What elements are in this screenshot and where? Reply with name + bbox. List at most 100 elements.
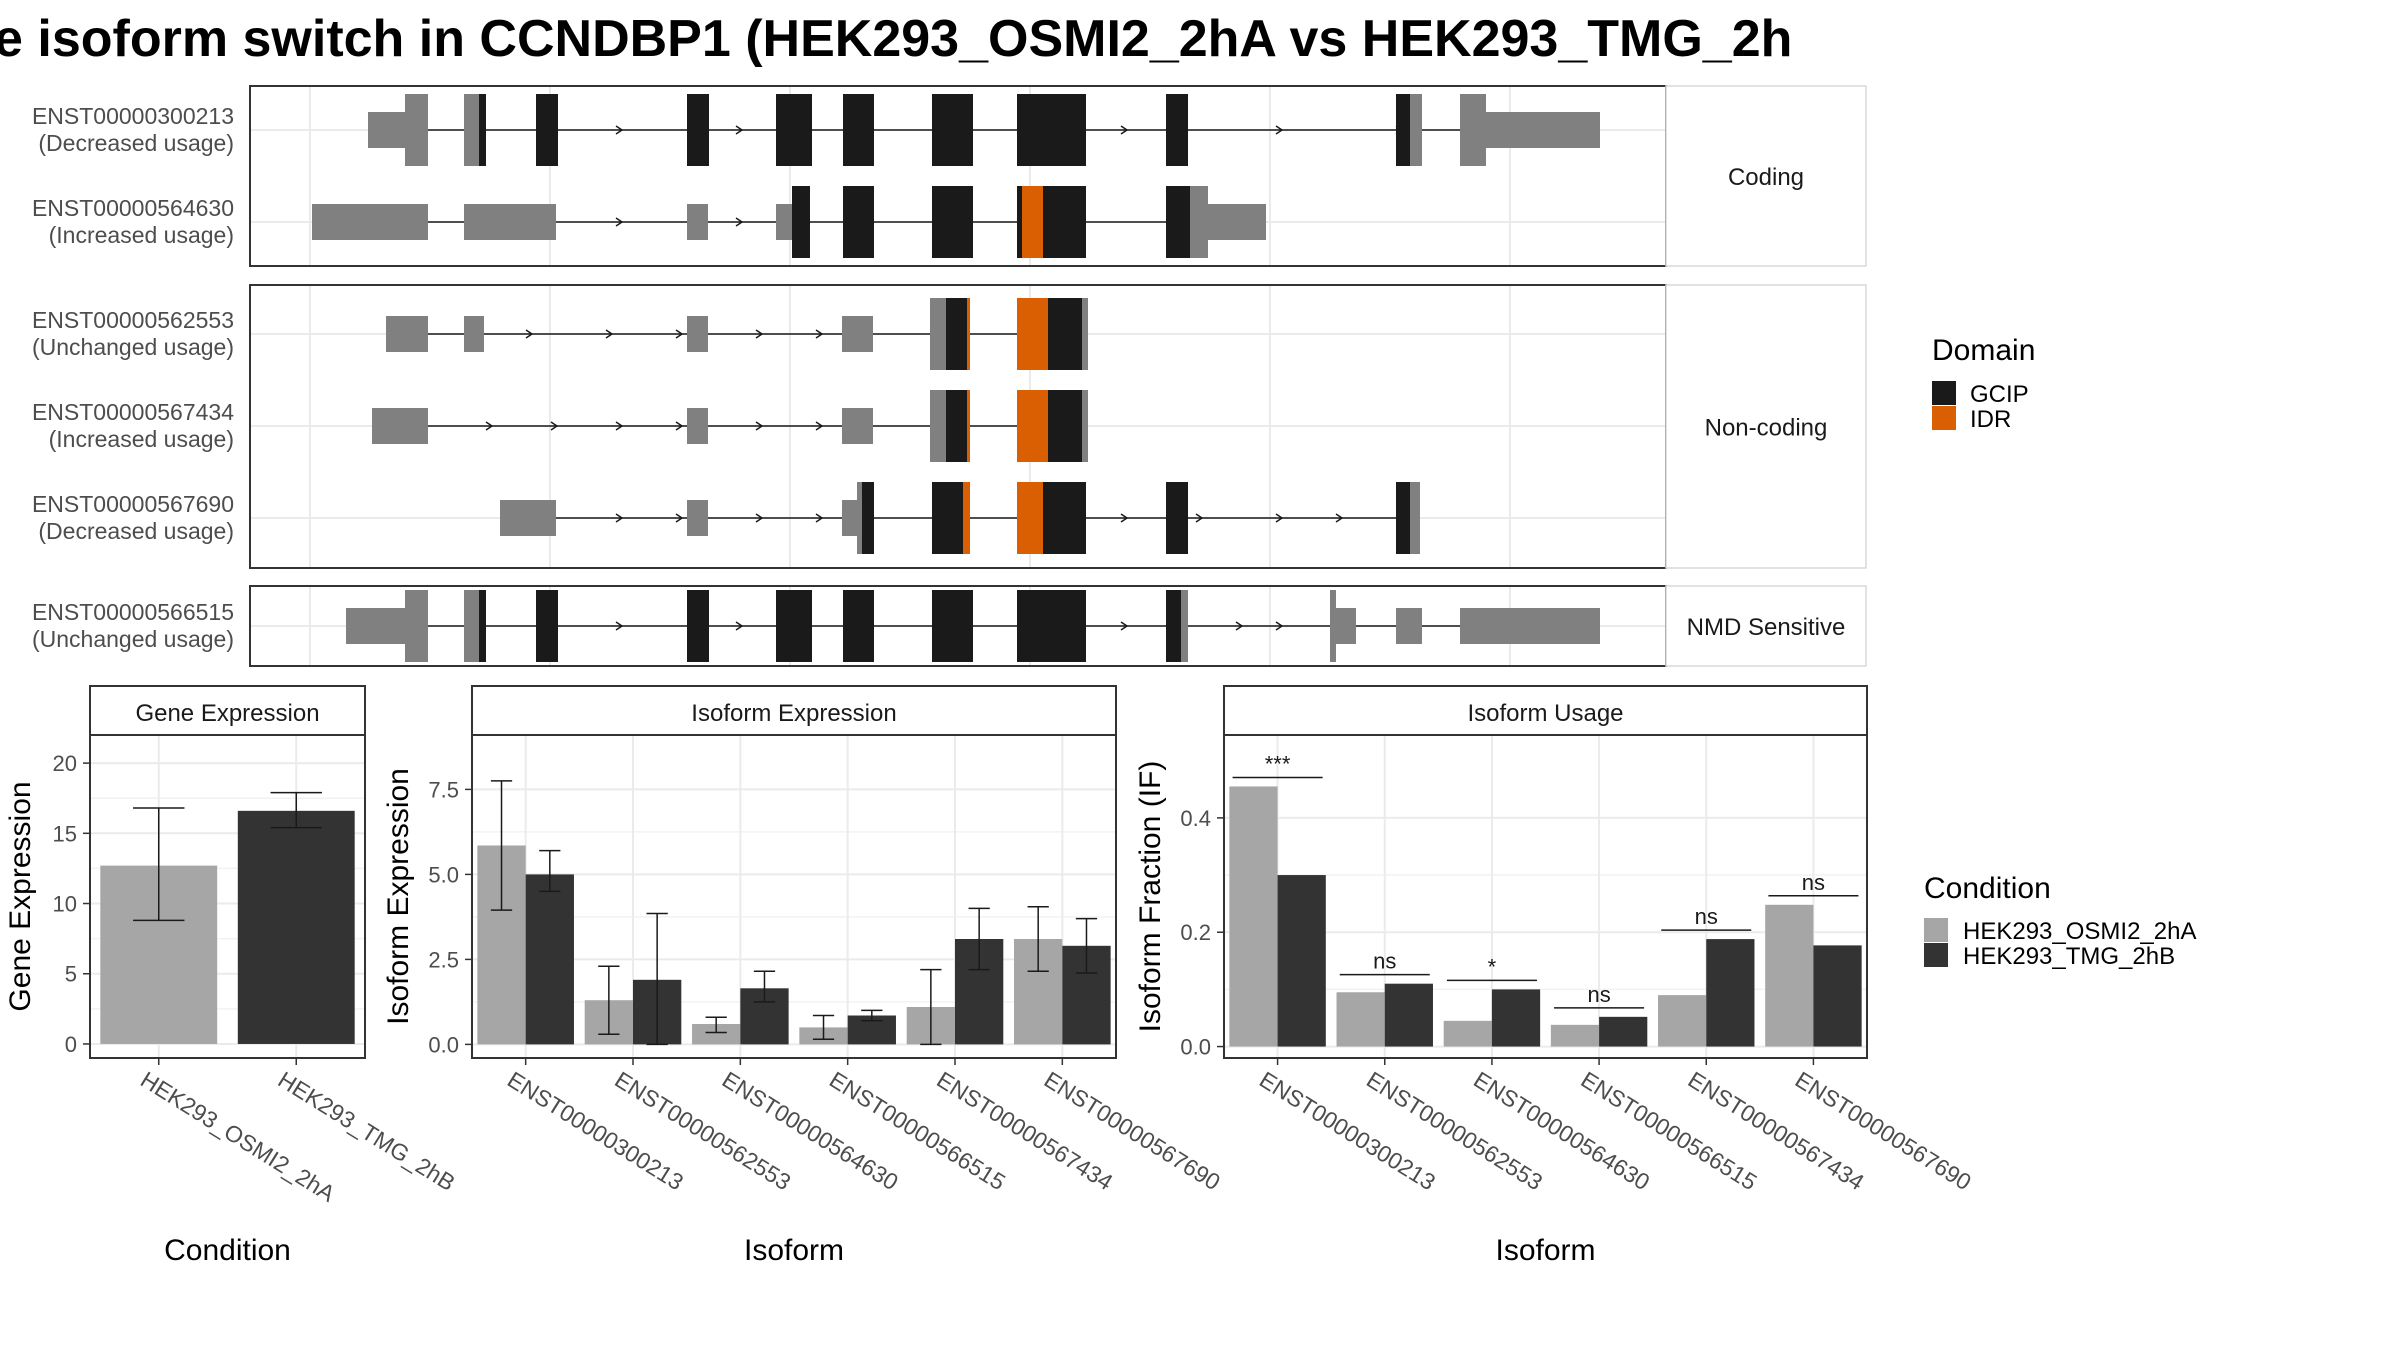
strand-arrow [815,513,824,523]
y-tick-label: 0 [65,1032,77,1057]
plot-border [89,734,366,1059]
idr-domain [967,298,970,370]
utr-exon [776,204,793,240]
bar [1336,992,1385,1047]
condition-a-legend-key [1924,918,1948,942]
strand-arrow [1275,125,1284,135]
gcip-domain [479,94,486,166]
facet-strip [1665,585,1867,667]
chart-isoform-expression: Isoform Expression 0.0 2.5 5.0 7.5 ENST000003… [382,685,1225,1267]
significance-label: *** [1265,751,1291,776]
transcript-id-label: ENST00000567690 [32,491,234,517]
strand-arrow [755,513,764,523]
utr-exon [1336,608,1356,644]
gcip-domain [1166,94,1188,166]
x-tick-label: ENST00000566515 [825,1066,1010,1195]
utr-exon [1330,590,1336,662]
gcip-domain [843,94,874,166]
utr-exon [386,316,428,352]
transcript-usage-label: (Increased usage) [49,222,234,248]
chart-title: Gene Expression [135,700,319,727]
idr-domain [1017,390,1048,462]
strand-arrow [735,217,744,227]
strand-arrow [815,421,824,431]
x-axis-label: Isoform [1495,1234,1595,1267]
significance-label: ns [1587,982,1610,1007]
expression-charts: Gene Expression05101520HEK293_OSMI2_2hAH… [4,685,1976,1267]
strand-arrow [735,621,744,631]
gcip-domain [1043,186,1086,258]
idr-domain [963,482,970,554]
utr-exon [687,204,708,240]
strand-arrow [615,217,624,227]
bar [1658,995,1707,1047]
bar [1599,1016,1648,1047]
y-axis-label: Isoform Fraction (IF) [1134,761,1167,1033]
gcip-domain [946,390,967,462]
structure-panel-nmd-sensitive: ENST00000566515(Unchanged usage) NMD Sens… [32,585,1867,667]
structure-panel-non-coding: ENST00000562553(Unchanged usage) ENST0000… [32,284,1867,569]
bar [1491,989,1541,1047]
chart-title-strip [471,685,1117,736]
x-tick-label: ENST00000562553 [610,1066,795,1195]
bar [1765,904,1814,1047]
idr-legend-label: IDR [1970,406,2011,433]
bar [1229,786,1278,1047]
x-tick-label: ENST00000564630 [1469,1066,1654,1195]
plot-background [1224,735,1867,1058]
strand-arrow [1120,621,1129,631]
utr-exon [842,500,857,536]
bar [1813,945,1862,1047]
utr-exon [1082,298,1088,370]
strand-arrow [675,513,684,523]
utr-exon [372,408,428,444]
utr-exon [1082,390,1088,462]
strand-arrow [815,329,824,339]
plot-border [471,734,1117,1059]
utr-exon [842,408,873,444]
gcip-domain [536,94,558,166]
gcip-domain [932,94,973,166]
gcip-domain [1166,590,1181,662]
y-tick-label: 5.0 [428,862,459,887]
facet-strip-label: Coding [1728,164,1804,191]
y-tick-label: 5 [65,962,77,987]
gcip-domain [776,94,812,166]
y-tick-label: 0.2 [1180,920,1211,945]
utr-exon [1460,608,1600,644]
facet-strip-label: Non-coding [1705,415,1828,442]
transcript-ENST00000300213: ENST00000300213(Decreased usage) [32,94,1600,166]
y-tick-label: 15 [53,821,77,846]
strand-arrow [550,421,559,431]
gcip-domain [932,186,973,258]
x-tick-label: ENST00000564630 [718,1066,903,1195]
structure-panel-coding: ENST00000300213(Decreased usage) ENST0000… [32,85,1867,267]
significance-label: ns [1802,870,1825,895]
utr-exon [368,112,405,148]
transcript-id-label: ENST00000562553 [32,307,234,333]
transcript-ENST00000564630: ENST00000564630(Increased usage) [32,186,1266,258]
bar [692,1024,741,1045]
gcip-domain [1017,94,1086,166]
strand-arrow [525,329,534,339]
gcip-domain [687,590,709,662]
utr-exon [930,390,946,462]
x-tick-label: ENST00000567434 [932,1066,1117,1195]
utr-exon [1410,94,1422,166]
strand-arrow [1195,513,1204,523]
plot-border [1223,734,1868,1059]
x-tick-label: ENST00000567690 [1040,1066,1225,1195]
facet-strip [1665,284,1867,569]
utr-exon [346,608,405,644]
gcip-domain [1017,186,1022,258]
transcript-usage-label: (Unchanged usage) [32,334,234,360]
gcip-domain [687,94,709,166]
transcript-ENST00000566515: ENST00000566515(Unchanged usage) [32,590,1600,662]
condition-legend-title: Condition [1924,872,2051,905]
utr-exon [1486,112,1600,148]
strand-arrow [615,125,624,135]
transcript-id-label: ENST00000564630 [32,195,234,221]
gcip-domain [479,590,486,662]
strand-arrow [615,513,624,523]
